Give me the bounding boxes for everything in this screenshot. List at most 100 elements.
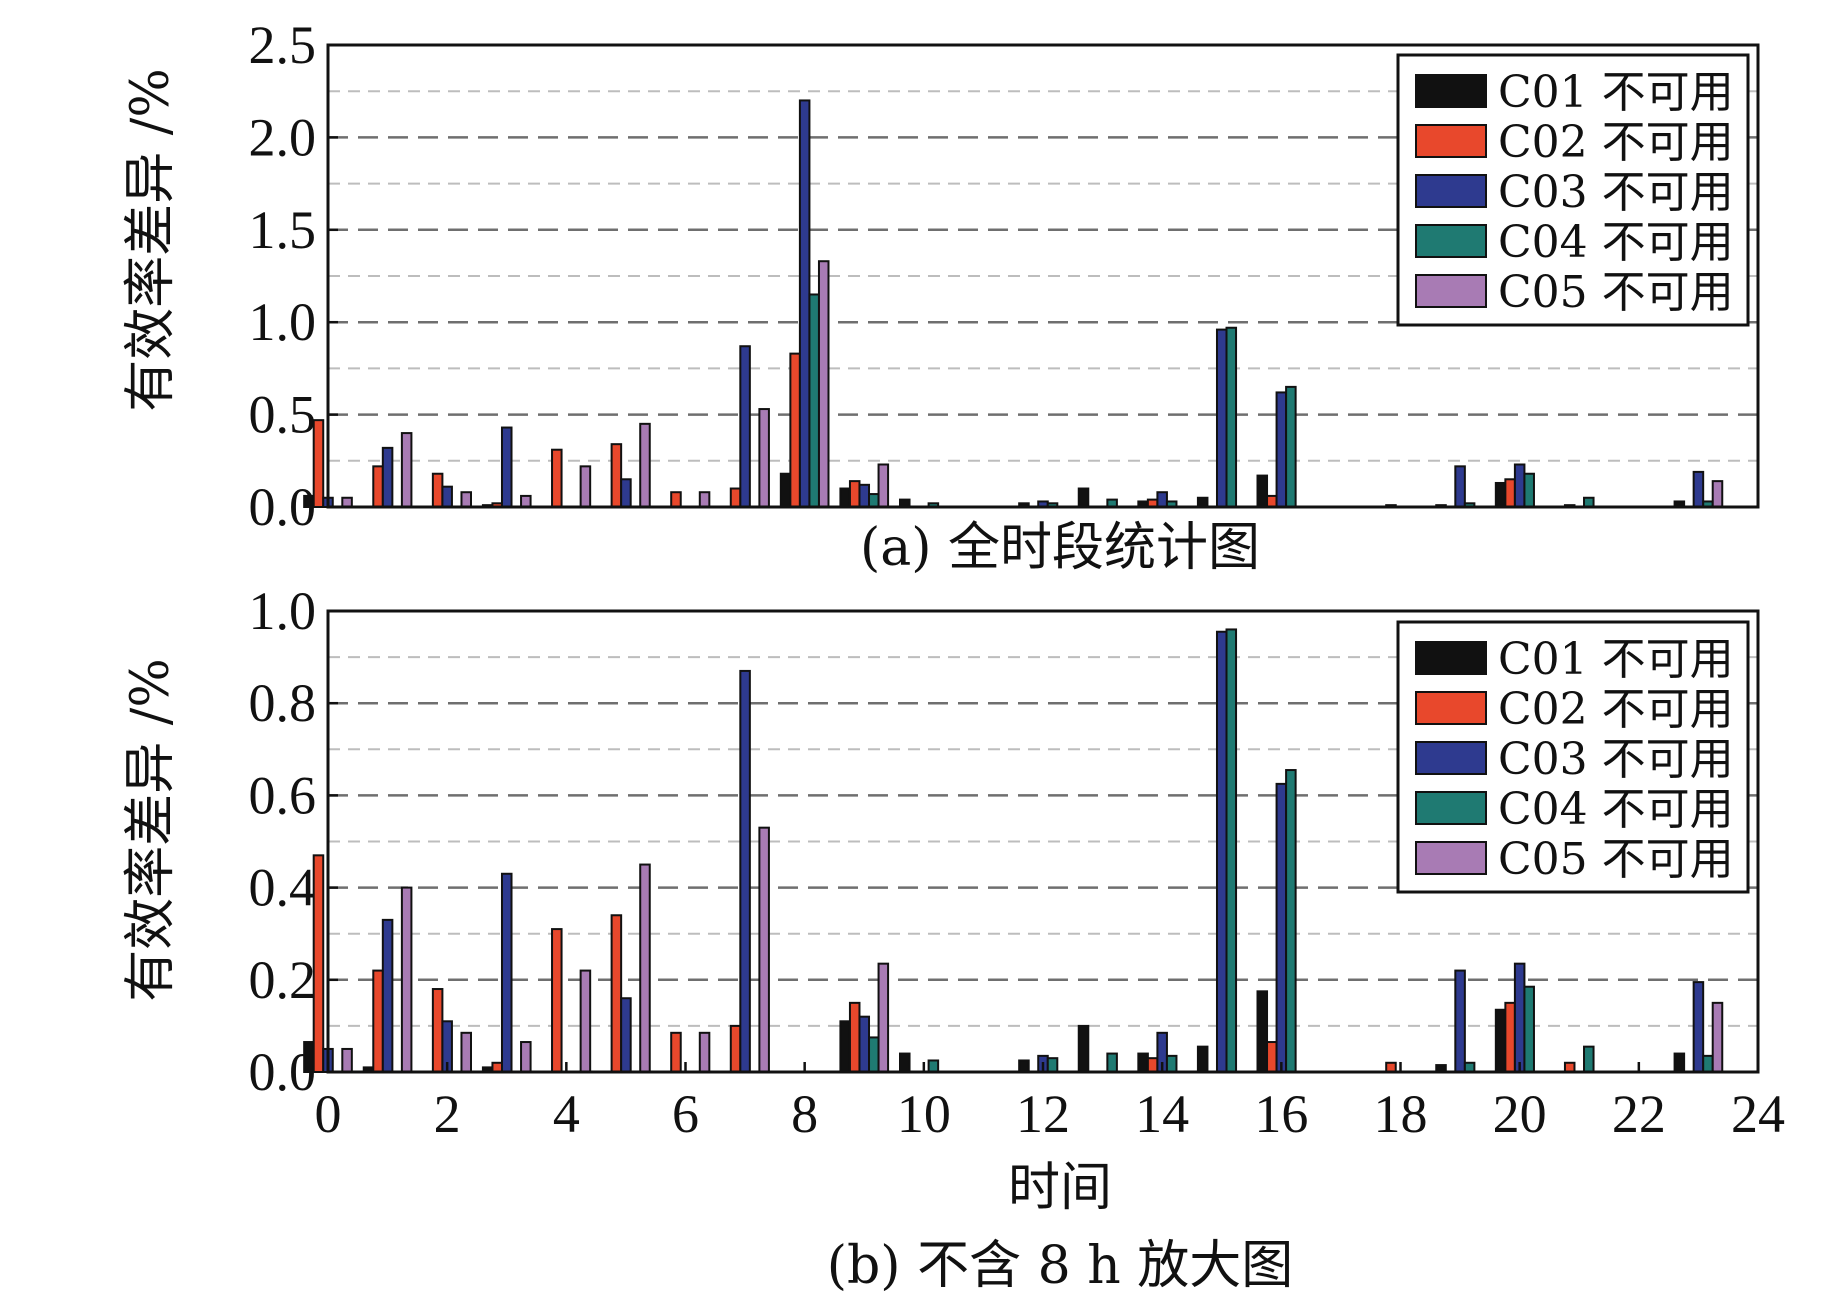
y-tick-label: 2.0 <box>249 107 317 167</box>
bar <box>1523 472 1535 508</box>
legend-label: C04 不可用 <box>1498 217 1734 268</box>
y-tick-label: 0.2 <box>249 950 317 1010</box>
legend-swatch <box>1415 641 1487 675</box>
bar <box>729 1024 742 1074</box>
bar <box>758 408 770 508</box>
x-tick-label: 16 <box>1254 1084 1308 1144</box>
x-tick-label: 12 <box>1016 1084 1070 1144</box>
bar <box>431 472 444 508</box>
y-tick-label: 1.0 <box>249 292 317 352</box>
bar <box>551 928 563 1074</box>
bar <box>1165 1054 1178 1073</box>
legend-swatch <box>1415 224 1487 258</box>
bar <box>1494 1008 1507 1074</box>
bar <box>798 99 811 508</box>
legend-label: C03 不可用 <box>1498 734 1734 785</box>
legend-label: C04 不可用 <box>1498 784 1734 835</box>
x-tick-label: 4 <box>553 1084 580 1144</box>
bar <box>639 863 651 1073</box>
bar <box>817 260 830 508</box>
bar <box>868 1036 880 1074</box>
bar <box>1275 391 1288 509</box>
x-tick-label: 18 <box>1374 1084 1428 1144</box>
bar <box>839 487 851 508</box>
legend-label: C01 不可用 <box>1498 67 1734 118</box>
bar <box>520 494 532 508</box>
bar <box>1494 481 1507 509</box>
bar <box>858 483 871 509</box>
bar <box>927 1059 940 1073</box>
x-tick-label: 14 <box>1135 1084 1189 1144</box>
y-tick-label: 1.0 <box>249 581 317 641</box>
bar <box>1046 1057 1059 1074</box>
bar <box>1266 494 1278 508</box>
bar <box>1156 491 1168 509</box>
bar <box>1106 1052 1118 1074</box>
legend-label: C02 不可用 <box>1498 117 1734 168</box>
bar <box>1266 1041 1278 1074</box>
y-tick-label: 2.5 <box>249 15 317 75</box>
legend-label: C01 不可用 <box>1498 634 1734 685</box>
bar <box>1225 326 1238 508</box>
bar <box>1513 463 1526 509</box>
bar <box>839 1020 851 1073</box>
x-tick-label: 24 <box>1731 1084 1785 1144</box>
bar <box>899 1052 911 1074</box>
y-axis-title-a: 有效率差异 /% <box>121 68 181 411</box>
bar <box>341 1047 353 1073</box>
bar <box>381 918 394 1073</box>
bar <box>739 345 751 508</box>
x-tick-label: 22 <box>1612 1084 1666 1144</box>
legend-swatch <box>1415 841 1487 875</box>
bar <box>620 478 632 508</box>
bar <box>1077 1024 1090 1074</box>
bar <box>1137 1052 1149 1074</box>
bar <box>1225 628 1238 1073</box>
legend-label: C05 不可用 <box>1498 834 1734 885</box>
bar <box>670 1031 682 1073</box>
bar <box>1196 1045 1209 1074</box>
bar <box>610 443 623 508</box>
legend-swatch <box>1415 74 1487 108</box>
bar <box>698 491 711 509</box>
bar <box>877 962 890 1073</box>
bar <box>460 491 473 509</box>
legend-swatch <box>1415 741 1487 775</box>
x-tick-label: 20 <box>1493 1084 1547 1144</box>
bar <box>808 293 820 509</box>
x-tick-label: 6 <box>672 1084 699 1144</box>
bar <box>789 352 801 508</box>
caption-a: (a) 全时段统计图 <box>860 518 1260 578</box>
bar <box>1711 480 1724 508</box>
legend-swatch <box>1415 691 1487 725</box>
bar <box>848 1001 861 1073</box>
bar <box>1523 985 1535 1074</box>
bar <box>579 465 592 508</box>
bar <box>1077 487 1090 508</box>
x-axis-title-b: 时间 <box>1008 1158 1112 1218</box>
bar <box>312 854 325 1074</box>
bar <box>1711 1001 1724 1073</box>
x-tick-label: 10 <box>897 1084 951 1144</box>
bar <box>1504 1001 1516 1073</box>
bar <box>1018 1059 1030 1073</box>
legend-label: C02 不可用 <box>1498 684 1734 735</box>
bar <box>1454 969 1466 1074</box>
y-tick-label: 0.5 <box>249 385 317 445</box>
bar <box>579 969 592 1074</box>
bar <box>1285 385 1297 509</box>
panel-b: 有效率差异 /% 时间 (b) 不含 8 h 放大图 0.00.20.40.60… <box>121 581 1785 1296</box>
bar <box>639 422 651 508</box>
bar <box>303 1041 315 1074</box>
caption-b: (b) 不含 8 h 放大图 <box>827 1236 1294 1296</box>
bar <box>868 493 880 508</box>
bar <box>1256 990 1269 1074</box>
bar <box>1673 1052 1686 1074</box>
bar <box>500 426 513 509</box>
bar <box>758 826 770 1073</box>
bar <box>1513 962 1526 1073</box>
panel-a: 有效率差异 /% (a) 全时段统计图 0.00.51.01.52.02.5C0… <box>121 15 1760 578</box>
